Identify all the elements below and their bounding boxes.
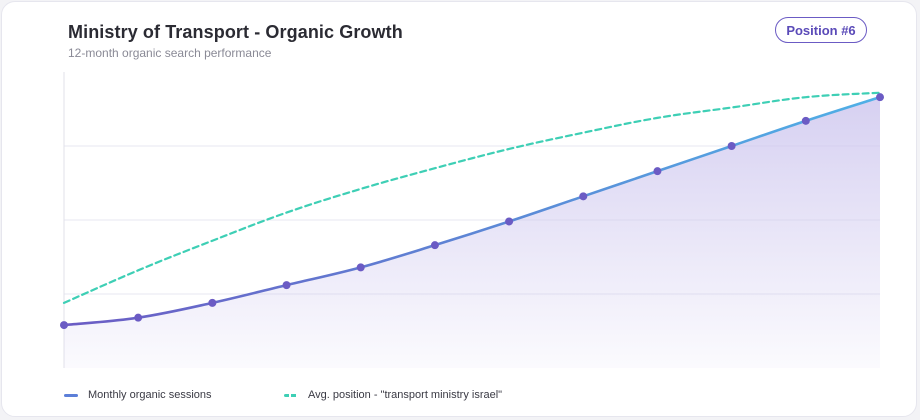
legend-label-sessions: Monthly organic sessions (88, 389, 212, 401)
sessions-point-6 (430, 241, 439, 250)
legend-swatch-sessions (64, 393, 78, 397)
position-line (62, 91, 882, 304)
position-badge: Position #6 (775, 17, 867, 43)
marker-layer (60, 93, 884, 330)
sessions-point-7 (505, 217, 514, 226)
sessions-point-3 (208, 298, 217, 307)
chart-subtitle: 12-month organic search performance (68, 46, 272, 60)
sessions-point-10 (727, 142, 736, 150)
sessions-point-11 (801, 116, 810, 125)
legend-label-position: Avg. position - "transport ministry isra… (308, 389, 503, 401)
sessions-point-9 (653, 167, 662, 176)
legend-item-sessions: Monthly organic sessions (64, 389, 212, 401)
legend-swatch-position (284, 393, 298, 397)
line-layer (62, 91, 882, 327)
sessions-point-2 (134, 313, 143, 322)
sessions-point-12 (876, 93, 884, 102)
legend-item-position: Avg. position - "transport ministry isra… (284, 389, 502, 401)
chart-title: Ministry of Transport - Organic Growth (68, 22, 403, 42)
sessions-line (62, 95, 882, 327)
sessions-point-4 (282, 281, 291, 290)
sessions-point-8 (579, 192, 588, 201)
sessions-point-1 (60, 321, 68, 330)
sessions-point-5 (356, 263, 365, 272)
